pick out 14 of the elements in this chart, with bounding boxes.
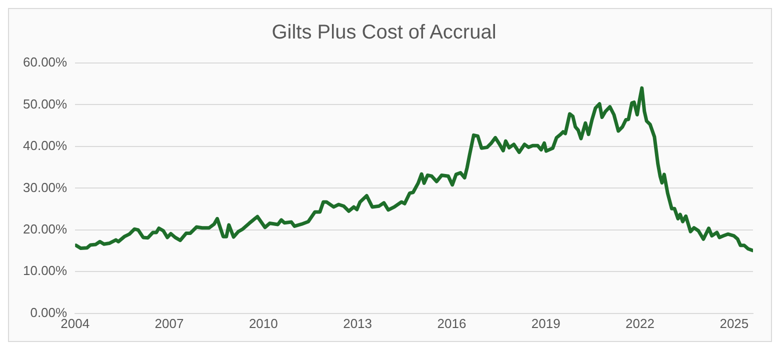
- x-tick-label: 2022: [626, 316, 654, 331]
- x-tick-label: 2019: [531, 316, 560, 331]
- y-tick-label: 40.00%: [22, 138, 68, 154]
- x-tick-label: 2013: [343, 316, 372, 331]
- chart-title: Gilts Plus Cost of Accrual: [272, 22, 496, 44]
- x-tick-label: 2025: [720, 316, 749, 331]
- x-tick-label: 2010: [248, 316, 278, 331]
- y-tick-label: 20.00%: [22, 222, 68, 237]
- x-tick-label: 2016: [437, 316, 466, 331]
- y-tick-label: 60.00%: [22, 54, 68, 70]
- y-tick-label: 10.00%: [22, 263, 68, 278]
- y-tick-label: 30.00%: [22, 180, 68, 195]
- y-tick-label: 50.00%: [22, 96, 68, 112]
- x-tick-label: 2007: [154, 316, 184, 331]
